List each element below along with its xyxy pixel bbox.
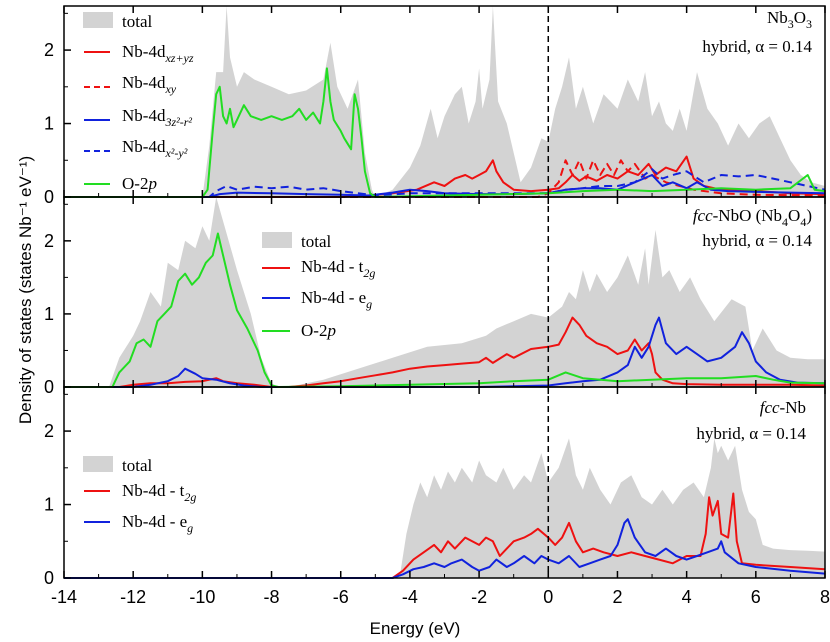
x-tick-label: -6 bbox=[333, 587, 349, 607]
nb3o3-series-nb-4d-xy bbox=[64, 159, 826, 198]
x-tick-label: 0 bbox=[543, 587, 553, 607]
panel-title-nb3o3: Nb3O3 bbox=[767, 8, 812, 31]
panel-subtitle-nb3o3: hybrid, α = 0.14 bbox=[702, 37, 812, 56]
nbo-series-total bbox=[64, 197, 825, 387]
nb-series-total bbox=[64, 438, 825, 578]
y-tick-label: 0 bbox=[44, 568, 54, 588]
x-tick-label: 8 bbox=[820, 587, 830, 607]
legend-label-xz: Nb-4dxz+yz bbox=[122, 42, 194, 65]
legend-label-total: total bbox=[122, 456, 152, 475]
nb3o3-series-total bbox=[64, 6, 825, 197]
panel-nbo-curves bbox=[64, 197, 826, 388]
x-tick-label: -4 bbox=[402, 587, 418, 607]
x-axis-label: Energy (eV) bbox=[370, 619, 461, 638]
y-tick-label: 2 bbox=[44, 40, 54, 60]
legend-label-total: total bbox=[301, 232, 331, 251]
legend-nbo: total Nb-4d - t2g Nb-4d - eg O-2p bbox=[262, 232, 375, 340]
panel-subtitle-nbo: hybrid, α = 0.14 bbox=[702, 231, 812, 250]
legend-swatch-total bbox=[83, 456, 113, 472]
legend-label-eg: Nb-4d - eg bbox=[301, 288, 372, 311]
panel-subtitle-nb: hybrid, α = 0.14 bbox=[696, 424, 806, 443]
y-tick-label: 1 bbox=[44, 495, 54, 515]
nbo-series-o-2p bbox=[64, 232, 826, 388]
legend-swatch-total bbox=[262, 232, 292, 248]
x-tick-label: -10 bbox=[189, 587, 215, 607]
nb3o3-series-nb-4d-xz-yz bbox=[64, 155, 826, 198]
x-tick-label: -12 bbox=[120, 587, 146, 607]
legend-label-total: total bbox=[122, 12, 152, 31]
x-tick-label: -14 bbox=[51, 587, 77, 607]
legend-swatch-total bbox=[83, 12, 113, 28]
curves-layer bbox=[64, 6, 826, 579]
legend-label-t2g: Nb-4d - t2g bbox=[301, 257, 375, 280]
x-tick-label: 4 bbox=[682, 587, 692, 607]
x-tick-label: 2 bbox=[612, 587, 622, 607]
x-tick-label: -8 bbox=[264, 587, 280, 607]
y-tick-label: 0 bbox=[44, 187, 54, 207]
legend-label-xy: Nb-4dxy bbox=[122, 73, 177, 96]
y-axis-label: Density of states (states Nb⁻¹ eV⁻¹) bbox=[16, 156, 35, 424]
panel-title-nb: fcc-Nb bbox=[760, 398, 806, 417]
y-tick-label: 1 bbox=[44, 114, 54, 134]
panel-nb3o3-curves bbox=[64, 6, 826, 198]
legend-label-o2p: O-2p bbox=[301, 321, 336, 340]
y-tick-label: 1 bbox=[44, 304, 54, 324]
x-tick-label: -2 bbox=[471, 587, 487, 607]
legend-label-z2: Nb-4d3z²-r² bbox=[122, 106, 192, 129]
frames-layer: 0 1 2 0 1 2 0 1 2 -14 -12 -10 -8 -6 -4 -2 0 2 4 6 8 bbox=[44, 5, 830, 607]
legend-nb: total Nb-4d - t2g Nb-4d - eg bbox=[83, 456, 196, 535]
panel-nb-curves bbox=[64, 438, 826, 579]
legend-nb3o3: total Nb-4dxz+yz Nb-4dxy Nb-4d3z²-r² Nb-… bbox=[83, 12, 194, 193]
legend-label-o2p: O-2p bbox=[122, 174, 157, 193]
legend-label-x2: Nb-4dx²-y² bbox=[122, 137, 188, 160]
nb3o3-series-nb-4d-x-y bbox=[64, 168, 826, 198]
x-tick-label: 6 bbox=[751, 587, 761, 607]
y-tick-label: 0 bbox=[44, 377, 54, 397]
nb-series-nb-4d-eg bbox=[64, 518, 826, 579]
y-tick-label: 2 bbox=[44, 231, 54, 251]
legend-label-eg: Nb-4d - eg bbox=[122, 512, 193, 535]
panel-nb-axes: 0 1 2 bbox=[44, 386, 826, 588]
nbo-series-nb-4d-eg bbox=[64, 316, 826, 388]
panel-title-nbo: fcc-NbO (Nb4O4) bbox=[693, 206, 812, 229]
nb-series-nb-4d-t2g bbox=[64, 492, 826, 579]
nb3o3-series-o-2p bbox=[64, 67, 826, 198]
panel-nbo-axes: 0 1 2 bbox=[44, 196, 826, 397]
y-tick-label: 2 bbox=[44, 421, 54, 441]
legend-label-t2g: Nb-4d - t2g bbox=[122, 481, 196, 504]
